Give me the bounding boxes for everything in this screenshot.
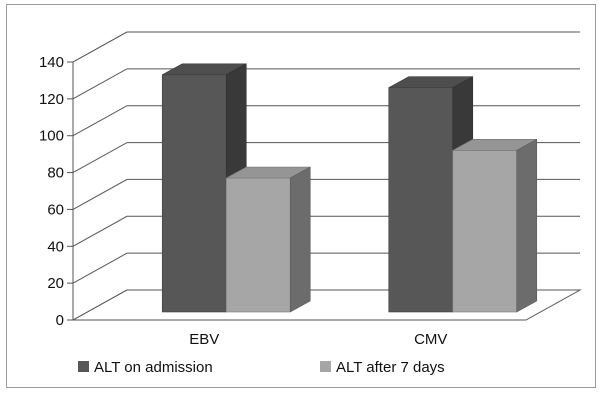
y-tick-label: 20: [47, 275, 64, 292]
bar-cmv-after-7-days: [452, 138, 538, 313]
legend-swatch: [78, 361, 89, 372]
bars: [161, 63, 538, 313]
bar-front: [225, 177, 291, 313]
legend-swatch: [320, 361, 331, 372]
bar-side: [516, 138, 538, 313]
gridline: [72, 31, 580, 63]
bar-ebv-after-7-days: [225, 166, 311, 313]
x-axis-categories: EBV CMV: [189, 331, 447, 348]
y-axis-ticks: 0 20 40 60 80 100 120 140: [39, 54, 73, 329]
bar-front: [452, 150, 518, 313]
gridline: [72, 105, 580, 137]
bar-front: [388, 87, 454, 313]
x-category-label: EBV: [189, 331, 219, 348]
legend: ALT on admission ALT after 7 days: [78, 359, 445, 376]
bar-side: [289, 166, 311, 313]
y-tick-label: 0: [56, 312, 64, 329]
bar-front: [161, 74, 227, 313]
y-tick-label: 40: [47, 238, 64, 255]
legend-label: ALT after 7 days: [336, 359, 445, 376]
x-category-label: CMV: [414, 331, 447, 348]
y-tick-label: 60: [47, 201, 64, 218]
y-tick-label: 100: [39, 128, 64, 145]
legend-label: ALT on admission: [94, 359, 213, 376]
y-tick-label: 80: [47, 165, 64, 182]
gridline: [72, 68, 580, 100]
back-wall-edge: [72, 31, 128, 320]
y-tick-label: 140: [39, 54, 64, 71]
y-tick-label: 120: [39, 91, 64, 108]
